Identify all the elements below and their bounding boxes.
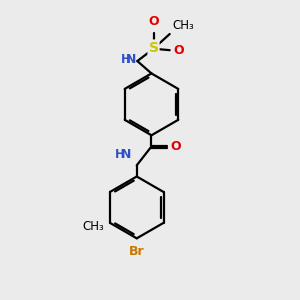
Text: O: O bbox=[148, 15, 159, 28]
Text: CH₃: CH₃ bbox=[172, 19, 194, 32]
Text: O: O bbox=[171, 140, 181, 153]
Text: N: N bbox=[121, 148, 131, 161]
Text: S: S bbox=[148, 40, 158, 55]
Text: H: H bbox=[121, 53, 131, 66]
Text: O: O bbox=[174, 44, 184, 57]
Text: H: H bbox=[115, 148, 124, 161]
Text: Br: Br bbox=[129, 245, 145, 258]
Text: N: N bbox=[126, 53, 136, 66]
Text: CH₃: CH₃ bbox=[82, 220, 104, 233]
